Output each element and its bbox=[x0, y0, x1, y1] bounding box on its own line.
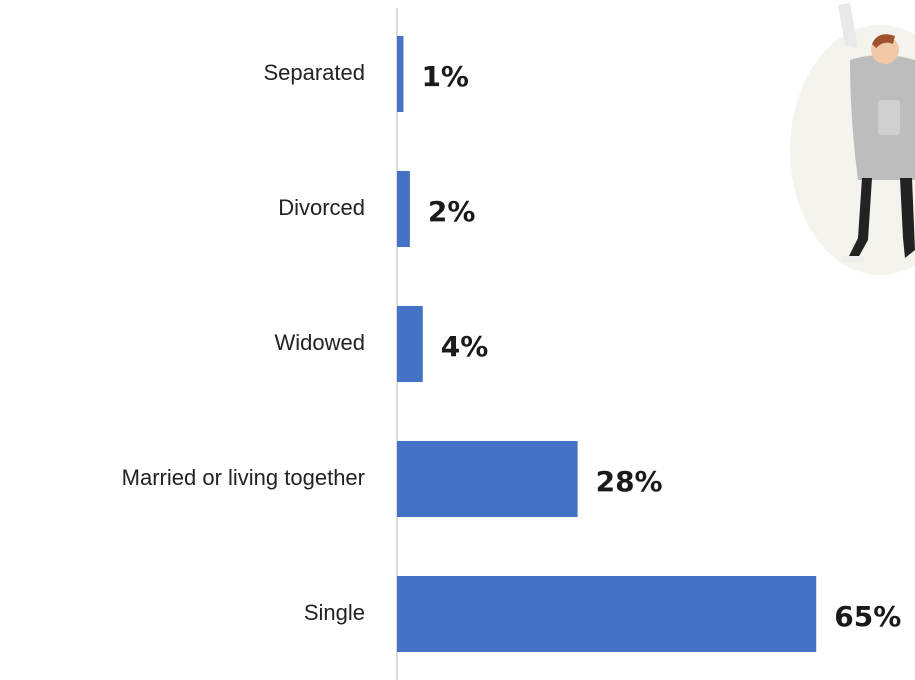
illustration-pocket bbox=[878, 100, 900, 135]
category-label: Separated bbox=[263, 60, 365, 85]
bar bbox=[397, 441, 578, 517]
category-label: Single bbox=[304, 600, 365, 625]
category-label: Married or living together bbox=[122, 465, 365, 490]
bar bbox=[397, 306, 423, 382]
value-label: 4% bbox=[441, 330, 489, 363]
illustration-arm bbox=[838, 3, 858, 48]
bar bbox=[397, 576, 817, 652]
illustration-leg bbox=[848, 178, 872, 258]
value-label: 1% bbox=[421, 60, 469, 93]
bar bbox=[397, 171, 410, 247]
illustration-leg bbox=[900, 178, 915, 258]
value-label: 2% bbox=[428, 195, 476, 228]
illustration bbox=[790, 3, 915, 275]
illustration-shoe bbox=[842, 256, 864, 262]
value-label: 65% bbox=[834, 600, 901, 633]
category-label: Divorced bbox=[278, 195, 365, 220]
category-label: Widowed bbox=[275, 330, 365, 355]
value-label: 28% bbox=[596, 465, 663, 498]
illustration-hair bbox=[872, 34, 895, 48]
bar bbox=[397, 36, 404, 112]
